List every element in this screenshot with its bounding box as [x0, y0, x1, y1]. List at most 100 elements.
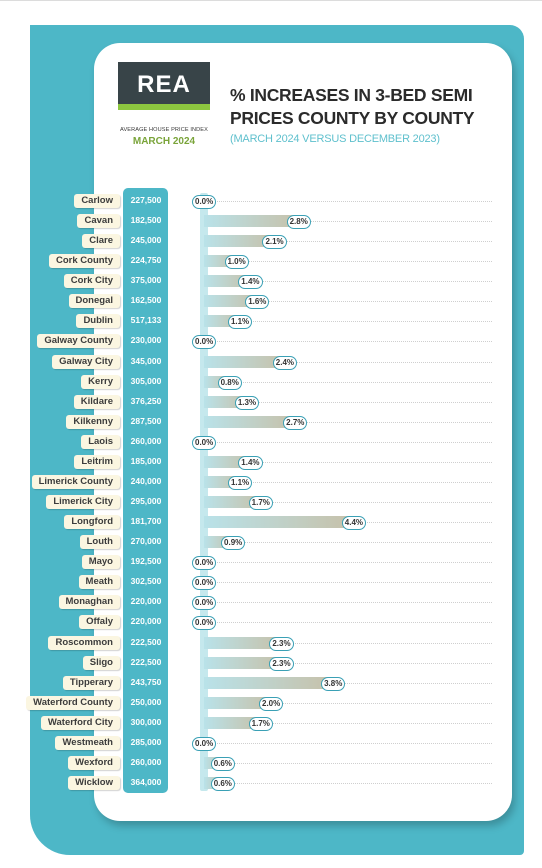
price-label: 245,000 — [130, 235, 162, 246]
percent-label: 0.9% — [221, 536, 246, 551]
percent-label: 1.4% — [238, 275, 263, 290]
logo-accent-bar — [118, 104, 210, 110]
row-guide-line — [205, 562, 492, 564]
row-guide-line — [205, 642, 492, 644]
county-label: Mayo — [81, 555, 120, 570]
row-guide-line — [205, 602, 492, 604]
price-label: 260,000 — [130, 435, 162, 446]
chart-row: Cavan 182,500 2.8% — [0, 212, 542, 230]
percent-label: 2.4% — [272, 355, 298, 370]
row-guide-line — [205, 281, 492, 283]
logo-subtitle: AVERAGE HOUSE PRICE INDEX — [120, 127, 208, 133]
row-guide-line — [205, 762, 492, 764]
percent-label: 4.4% — [341, 516, 367, 531]
increase-bar — [204, 656, 284, 669]
county-label: Galway City — [52, 354, 120, 369]
county-label: Donegal — [68, 294, 120, 309]
increase-bar — [204, 496, 263, 509]
row-guide-line — [205, 542, 492, 544]
county-label: Leitrim — [74, 454, 120, 469]
chart-row: Tipperary 243,750 3.8% — [0, 674, 542, 692]
percent-label: 0.0% — [192, 576, 217, 591]
county-label: Wicklow — [68, 776, 120, 791]
county-label: Cavan — [77, 214, 120, 229]
percent-label: 1.0% — [224, 255, 249, 270]
percent-label: 0.8% — [217, 375, 242, 390]
percent-label: 2.0% — [259, 696, 284, 711]
chart-row: Roscommon 222,500 2.3% — [0, 634, 542, 652]
price-label: 345,000 — [130, 355, 162, 366]
chart-row: Mayo 192,500 0.0% — [0, 553, 542, 571]
chart-row: Waterford County 250,000 2.0% — [0, 694, 542, 712]
chart-row: Cork City 375,000 1.4% — [0, 272, 542, 290]
increase-bar — [204, 235, 277, 248]
row-guide-line — [205, 341, 492, 343]
price-label: 302,500 — [130, 576, 162, 587]
title-line-2: PRICES COUNTY BY COUNTY — [230, 108, 475, 128]
percent-label: 0.6% — [210, 777, 235, 792]
percent-label: 0.0% — [192, 195, 217, 209]
chart-row: Donegal 162,500 1.6% — [0, 292, 542, 310]
row-guide-line — [205, 783, 492, 785]
row-guide-line — [205, 702, 492, 704]
row-guide-line — [205, 261, 492, 263]
county-label: Galway County — [37, 334, 120, 349]
chart-row: Meath 302,500 0.0% — [0, 573, 542, 591]
county-label: Sligo — [82, 655, 120, 670]
increase-bar — [204, 516, 356, 529]
county-label: Kildare — [73, 394, 120, 409]
row-guide-line — [205, 582, 492, 584]
county-label: Cork City — [63, 274, 120, 289]
price-label: 162,500 — [130, 295, 162, 306]
county-label: Meath — [78, 575, 120, 590]
chart-row: Limerick City 295,000 1.7% — [0, 493, 542, 511]
county-label: Laois — [81, 434, 120, 449]
price-label: 220,000 — [130, 596, 162, 607]
county-label: Waterford County — [26, 695, 120, 710]
percent-label: 1.4% — [238, 455, 263, 470]
county-label: Kerry — [81, 374, 120, 389]
percent-label: 2.7% — [283, 415, 308, 430]
price-label: 517,133 — [130, 315, 162, 326]
county-label: Dublin — [76, 314, 120, 329]
chart-row: Westmeath 285,000 0.0% — [0, 734, 542, 752]
price-label: 300,000 — [130, 716, 162, 727]
chart-row: Wicklow 364,000 0.6% — [0, 774, 542, 792]
price-label: 305,000 — [130, 375, 162, 386]
chart-row: Wexford 260,000 0.6% — [0, 754, 542, 772]
chart-row: Leitrim 185,000 1.4% — [0, 453, 542, 471]
chart-title: % INCREASES IN 3-BED SEMI PRICES COUNTY … — [230, 84, 500, 130]
row-guide-line — [205, 201, 492, 202]
county-label: Limerick County — [31, 474, 120, 489]
chart-row: Clare 245,000 2.1% — [0, 232, 542, 250]
county-label: Carlow — [74, 194, 120, 208]
row-guide-line — [205, 321, 492, 323]
percent-label: 2.3% — [269, 656, 294, 671]
chart-row: Monaghan 220,000 0.0% — [0, 593, 542, 611]
title-line-1: % INCREASES IN 3-BED SEMI — [230, 85, 473, 105]
percent-label: 1.7% — [248, 716, 273, 731]
row-guide-line — [205, 481, 492, 483]
percent-label: 1.1% — [227, 475, 253, 490]
percent-label: 0.0% — [192, 435, 217, 450]
county-label: Westmeath — [55, 735, 120, 750]
chart-row: Sligo 222,500 2.3% — [0, 654, 542, 672]
row-guide-line — [205, 221, 492, 223]
price-label: 185,000 — [130, 455, 162, 466]
county-label: Monaghan — [58, 595, 120, 610]
chart-row: Longford 181,700 4.4% — [0, 513, 542, 531]
chart-row: Louth 270,000 0.9% — [0, 533, 542, 551]
county-label: Wexford — [68, 755, 120, 770]
percent-label: 0.6% — [210, 756, 235, 771]
county-label: Tipperary — [62, 675, 120, 690]
rea-logo: REA — [118, 62, 210, 104]
price-label: 260,000 — [130, 756, 162, 767]
percent-label: 2.1% — [262, 235, 287, 250]
percent-label: 1.7% — [248, 496, 273, 511]
price-label: 181,700 — [130, 516, 162, 527]
price-label: 220,000 — [130, 616, 162, 627]
price-label: 270,000 — [130, 536, 162, 547]
percent-label: 0.0% — [192, 335, 217, 350]
row-guide-line — [205, 381, 492, 383]
